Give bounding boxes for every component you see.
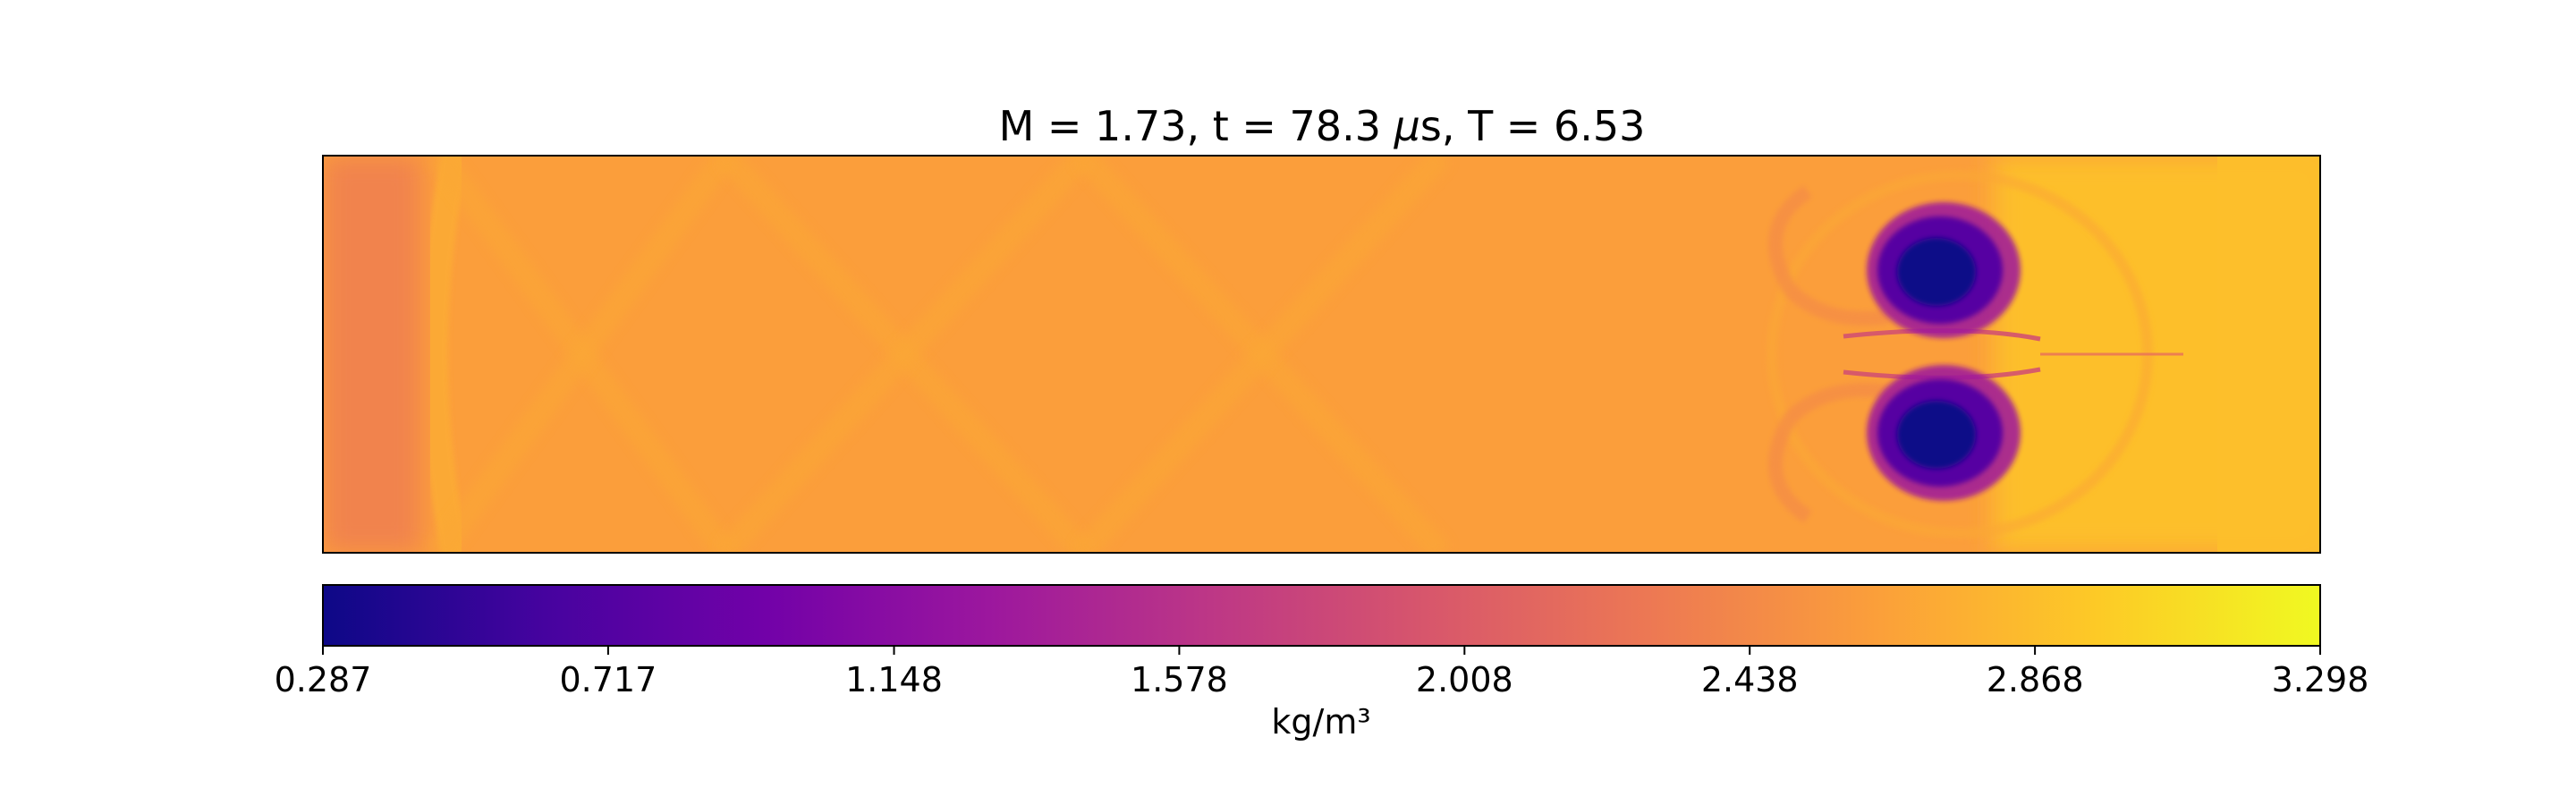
colorbar-label: kg/m³ [1271, 702, 1370, 741]
vortex-lower-core [1897, 401, 1976, 469]
colorbar [322, 584, 2321, 647]
colorbar-tick-label: 1.148 [845, 660, 943, 699]
plot-frame [322, 155, 2321, 554]
vortex-upper-core [1897, 238, 1976, 306]
downstream-shock-region [2217, 156, 2320, 553]
title-post: s, T = 6.53 [1420, 102, 1646, 150]
colorbar-tick-label: 2.438 [1701, 660, 1799, 699]
upstream-region [323, 156, 421, 553]
title-mu: μ [1394, 102, 1420, 150]
curved-shock [421, 156, 470, 553]
title-pre: M = 1.73, t = 78.3 [999, 102, 1394, 150]
colorbar-ticks: 0.287 0.717 1.148 1.578 2.008 2.438 2.868 3.298 [275, 646, 2369, 699]
density-heatmap [323, 156, 2320, 553]
colorbar-tick-label: 0.287 [275, 660, 372, 699]
rollup-tail-lower [1768, 383, 1890, 523]
rollup-tail-upper [1768, 185, 1890, 326]
colorbar-tick-label: 1.578 [1131, 660, 1228, 699]
colorbar-tick-label: 3.298 [2272, 660, 2369, 699]
colorbar-tick-label: 0.717 [559, 660, 657, 699]
chart-title: M = 1.73, t = 78.3 μs, T = 6.53 [999, 102, 1646, 150]
colorbar-tick-label: 2.868 [1987, 660, 2084, 699]
reflected-shock [429, 156, 735, 553]
reflected-shock [716, 156, 1092, 553]
colorbar-tick-label: 2.008 [1416, 660, 1513, 699]
reflected-shock [1074, 156, 1450, 553]
